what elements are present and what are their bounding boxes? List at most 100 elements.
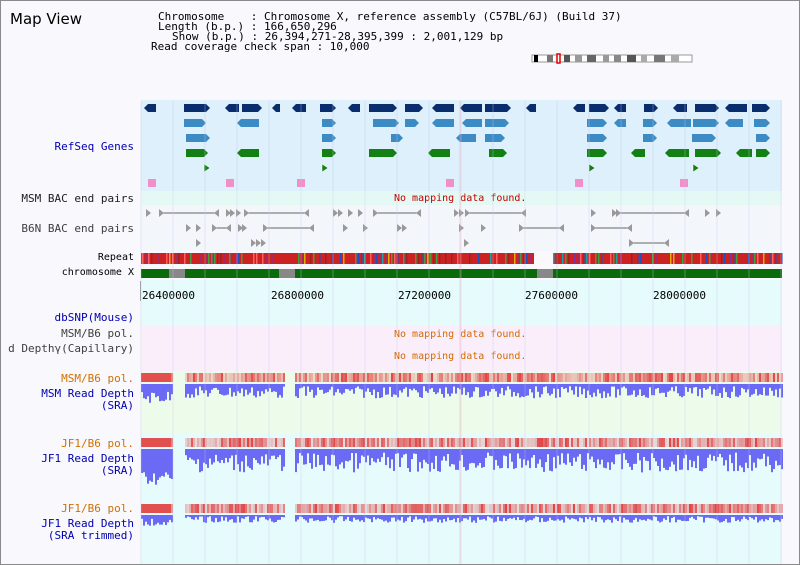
- bac-end: [481, 224, 486, 232]
- depth-bar: [299, 384, 301, 389]
- track-label-msm-depth[interactable]: MSM Read Depth: [41, 387, 134, 400]
- depth-bar: [671, 515, 673, 518]
- gene-feature: [589, 104, 609, 112]
- pol-cell: [259, 504, 261, 513]
- repeat-element: [655, 253, 657, 264]
- pol-cell: [297, 504, 299, 513]
- depth-bar: [781, 449, 783, 470]
- depth-bar: [543, 515, 545, 522]
- depth-bar: [197, 449, 199, 460]
- gene-feature: [573, 104, 585, 112]
- pol-cell: [393, 438, 395, 447]
- pol-cell: [315, 438, 317, 447]
- track-label-jf1-depth[interactable]: JF1 Read Depth: [41, 452, 134, 465]
- pol-cell: [613, 504, 615, 513]
- track-label-refseq[interactable]: RefSeq Genes: [54, 140, 134, 153]
- depth-bar: [421, 449, 423, 469]
- pol-cell: [581, 504, 583, 513]
- depth-bar: [527, 449, 529, 461]
- depth-bar: [303, 384, 305, 387]
- depth-bar: [297, 449, 299, 464]
- pol-cell: [497, 438, 499, 447]
- depth-bar: [279, 384, 281, 396]
- depth-bar: [465, 384, 467, 396]
- repeat-element: [730, 253, 732, 264]
- track-label-msm-b6-pol2[interactable]: MSM/B6 pol.: [61, 372, 134, 385]
- depth-bar: [335, 384, 337, 393]
- gene-feature: [405, 119, 419, 127]
- depth-bar: [763, 449, 765, 454]
- depth-bar: [153, 449, 155, 474]
- depth-bar: [565, 384, 567, 389]
- repeat-element: [223, 253, 225, 264]
- pol-cell: [527, 504, 529, 513]
- pol-cell: [505, 373, 507, 382]
- coverage-span-info: Read coverage check span : 10,000: [151, 40, 370, 53]
- depth-bar: [735, 515, 737, 521]
- depth-bar: [587, 449, 589, 454]
- track-label-jf1-trim-depth[interactable]: JF1 Read Depth: [41, 517, 134, 530]
- repeat-element: [241, 253, 243, 264]
- track-label-dbsnp[interactable]: dbSNP(Mouse): [54, 311, 134, 324]
- pol-cell: [649, 373, 651, 382]
- chromosome-gap: [169, 269, 185, 278]
- pol-cell: [281, 504, 283, 513]
- depth-bar: [467, 449, 469, 470]
- gene-feature: [725, 104, 747, 112]
- depth-bar: [463, 384, 465, 388]
- pol-cell: [439, 373, 441, 382]
- track-label-b6n-bac[interactable]: B6N BAC end pairs: [21, 222, 134, 235]
- pol-cell: [489, 504, 491, 513]
- track-label-jf1-b6-pol2[interactable]: JF1/B6 pol.: [61, 502, 134, 515]
- pol-cell: [719, 438, 721, 447]
- pol-cell: [705, 504, 707, 513]
- depth-bar: [399, 384, 401, 391]
- pol-cell: [697, 504, 699, 513]
- depth-bar: [415, 384, 417, 391]
- repeat-element: [415, 253, 417, 264]
- pol-cell: [559, 504, 561, 513]
- depth-bar: [709, 515, 711, 519]
- depth-bar: [265, 384, 267, 390]
- track-label-msm-b6-pol[interactable]: MSM/B6 pol.: [61, 327, 134, 340]
- depth-bar: [567, 515, 569, 519]
- repeat-element: [148, 253, 150, 264]
- pol-cell: [569, 504, 571, 513]
- track-label-capillary[interactable]: d Depthγ(Capillary): [8, 342, 134, 355]
- depth-bar: [705, 515, 707, 518]
- gene-feature: [587, 119, 607, 127]
- depth-bar: [713, 449, 715, 456]
- pol-cell: [625, 373, 627, 382]
- depth-bar: [411, 515, 413, 522]
- track-label-jf1-b6-pol[interactable]: JF1/B6 pol.: [61, 437, 134, 450]
- pol-cell: [581, 438, 583, 447]
- pol-cell: [207, 504, 209, 513]
- pol-cell: [473, 504, 475, 513]
- pol-cell: [643, 373, 645, 382]
- pol-cell: [451, 438, 453, 447]
- pol-cell: [245, 504, 247, 513]
- pol-cell: [385, 373, 387, 382]
- depth-bar: [609, 384, 611, 397]
- pol-cell: [373, 373, 375, 382]
- depth-bar: [223, 384, 225, 396]
- repeat-element: [520, 253, 522, 264]
- depth-bar: [595, 384, 597, 397]
- depth-bar: [781, 384, 783, 398]
- track-label-msm-bac[interactable]: MSM BAC end pairs: [21, 192, 134, 205]
- pol-cell: [165, 373, 167, 382]
- pol-cell: [413, 504, 415, 513]
- pol-cell: [463, 373, 465, 382]
- depth-bar: [241, 449, 243, 462]
- pol-cell: [599, 504, 601, 513]
- pol-cell: [445, 438, 447, 447]
- depth-bar: [527, 384, 529, 396]
- pol-cell: [641, 373, 643, 382]
- depth-bar: [309, 384, 311, 392]
- pol-cell: [749, 438, 751, 447]
- pol-cell: [301, 504, 303, 513]
- chromosome-ideogram[interactable]: [531, 53, 696, 64]
- depth-bar: [373, 515, 375, 518]
